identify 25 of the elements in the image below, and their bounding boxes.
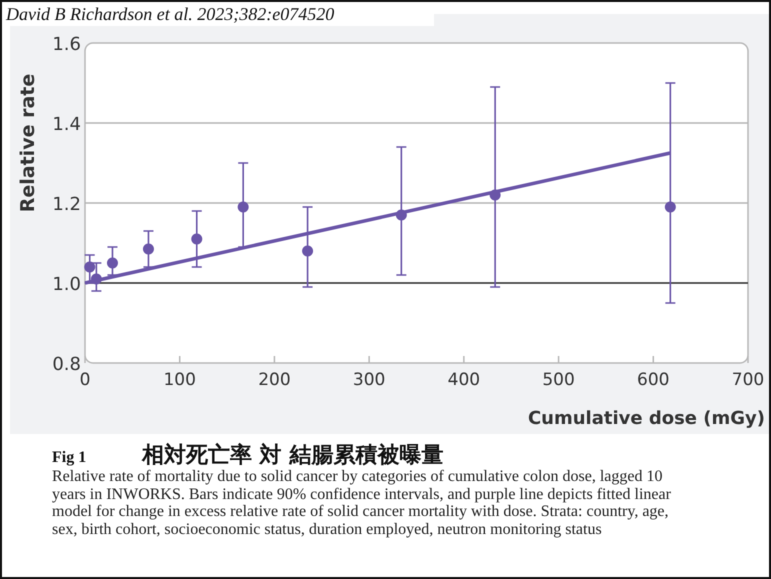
y-axis-title: Relative rate (17, 74, 39, 212)
x-tick-label: 300 (352, 370, 386, 390)
point (238, 202, 249, 212)
x-tick-label: 100 (163, 370, 196, 390)
y-tick-label: 0.8 (52, 354, 81, 375)
y-tick-label: 1.2 (52, 194, 81, 215)
y-tick-label: 1.4 (52, 114, 81, 135)
text: 相対死亡率 対 結腸累積被曝量 (141, 442, 444, 468)
point (106, 258, 118, 268)
x-tick-label: 500 (542, 370, 575, 390)
x-tick-label: 700 (732, 370, 764, 390)
x-tick-label: 200 (258, 370, 291, 390)
point (302, 246, 314, 256)
y-tick-label: 1.6 (52, 34, 81, 55)
point (664, 202, 676, 212)
text: Relative rate of mortality due to solid cancer by categories of cumulative colon dose, lagged 10 years in INWORKS. Bars indicate 90% confidence intervals, and purple line depicts fitted linear model for change in excess relative rate of solid cancer mortality with dose. Strata: country, age, sex, birth cohort, socioeconomic status, duration employed, neutron monitoring status (52, 468, 672, 538)
x-tick-label: 600 (637, 370, 670, 390)
caption: Fig 1 (52, 449, 86, 466)
x-tick-label: 400 (448, 370, 480, 390)
y-tick-label: 1.0 (52, 274, 81, 295)
x-tick-label: 0 (80, 370, 90, 390)
x-axis-title: Cumulative dose (mGy) (528, 408, 765, 429)
point (191, 234, 202, 244)
point (142, 244, 154, 254)
text: David B Richardson et al. 2023;382:e074520 (5, 4, 334, 24)
